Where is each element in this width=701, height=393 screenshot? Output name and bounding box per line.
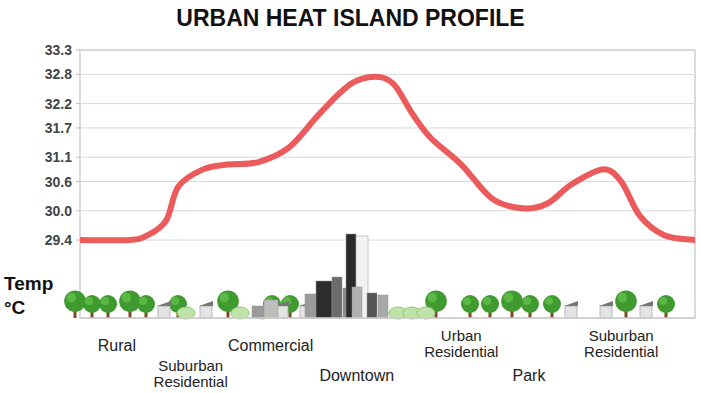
tree-crown — [461, 295, 479, 313]
zone-label: SuburbanResidential — [154, 357, 228, 390]
tree-crown — [481, 295, 499, 313]
house — [158, 306, 170, 318]
house — [200, 306, 212, 318]
tree-crown — [101, 297, 109, 305]
grid-line — [80, 127, 695, 128]
tick-label: 29.4 — [45, 232, 72, 248]
zone-label-line: Commercial — [228, 337, 313, 354]
tree-crown — [615, 290, 637, 312]
building — [305, 294, 317, 318]
tick-label: 30.0 — [45, 203, 72, 219]
tree-crown — [463, 297, 471, 305]
grid-line — [80, 157, 695, 158]
tick-label: 31.7 — [45, 120, 72, 136]
axis-label-line: °C — [4, 297, 26, 318]
title: URBAN HEAT ISLAND PROFILE — [176, 5, 524, 31]
zone-label: UrbanResidential — [424, 327, 498, 360]
building — [352, 287, 362, 318]
zone-label-line: Suburban — [589, 327, 654, 344]
house-roof — [639, 301, 653, 306]
bush — [177, 307, 195, 319]
bush — [231, 307, 249, 319]
tree-crown — [504, 293, 514, 303]
tree-crown — [67, 293, 77, 303]
tree-crown — [659, 297, 667, 305]
tree-crown — [85, 297, 93, 305]
zone-label-line: Suburban — [158, 357, 223, 374]
zone-label-line: Residential — [424, 343, 498, 360]
building — [378, 295, 388, 318]
ground — [80, 317, 695, 319]
zone-label: Rural — [98, 337, 136, 354]
temperature-line — [80, 77, 695, 241]
tree-crown — [523, 297, 531, 305]
tick-mark — [76, 181, 80, 182]
tick-mark — [76, 157, 80, 158]
tree-crown — [483, 297, 491, 305]
zone-label: Commercial — [228, 337, 313, 354]
tree-crown — [657, 295, 675, 313]
house-roof — [599, 301, 613, 306]
tree-crown — [137, 295, 155, 313]
house-roof — [199, 301, 213, 306]
data-group — [80, 77, 695, 241]
tick-mark — [76, 240, 80, 241]
tick-label: 31.1 — [45, 149, 72, 165]
zone-label: Park — [512, 367, 546, 384]
tree-crown — [220, 293, 230, 303]
zone-label-line: Park — [512, 367, 546, 384]
tick-label: 32.8 — [45, 66, 72, 82]
house-roof — [157, 301, 171, 306]
zone-label-line: Residential — [154, 373, 228, 390]
grid-line — [80, 50, 695, 51]
axis-label-line: Temp — [4, 273, 53, 294]
house — [640, 306, 652, 318]
building — [332, 277, 342, 318]
zone-label-line: Downtown — [319, 367, 394, 384]
building — [367, 293, 377, 318]
zone-label: Downtown — [319, 367, 394, 384]
tree-crown — [545, 297, 553, 305]
axis-label: Temp °C — [4, 273, 53, 318]
tree-crown — [428, 293, 438, 303]
zone-label-line: Urban — [441, 327, 482, 344]
chart: URBAN HEAT ISLAND PROFILE 29.4 30.0 30.6 31.… — [0, 0, 701, 393]
tick-label: 32.2 — [45, 96, 72, 112]
tree-crown — [99, 295, 117, 313]
tick-label: 30.6 — [45, 174, 72, 190]
tick-mark — [76, 127, 80, 128]
tree-crown — [64, 290, 86, 312]
tree-crown — [521, 295, 539, 313]
tree-crown — [139, 297, 147, 305]
zone-label-line: Residential — [584, 343, 658, 360]
tree-crown — [501, 290, 523, 312]
house — [600, 306, 612, 318]
tick-mark — [76, 103, 80, 104]
tick-label: 33.3 — [45, 42, 72, 58]
scenery — [64, 234, 675, 319]
building — [264, 300, 278, 318]
building — [316, 281, 332, 318]
grid-line — [80, 240, 695, 241]
tick-mark — [76, 50, 80, 51]
tree-crown — [83, 295, 101, 313]
grid-line — [80, 74, 695, 75]
tick-mark — [76, 74, 80, 75]
tree-crown — [171, 297, 179, 305]
bush — [417, 307, 435, 319]
house — [565, 306, 577, 318]
grid-line — [80, 103, 695, 104]
tree-crown — [618, 293, 628, 303]
zone-label-line: Rural — [98, 337, 136, 354]
house-roof — [564, 301, 578, 306]
grid-line — [80, 181, 695, 182]
tick-mark — [76, 210, 80, 211]
tree-crown — [122, 293, 132, 303]
plot-frame — [80, 50, 695, 318]
tree-crown — [543, 295, 561, 313]
zone-label: SuburbanResidential — [584, 327, 658, 360]
